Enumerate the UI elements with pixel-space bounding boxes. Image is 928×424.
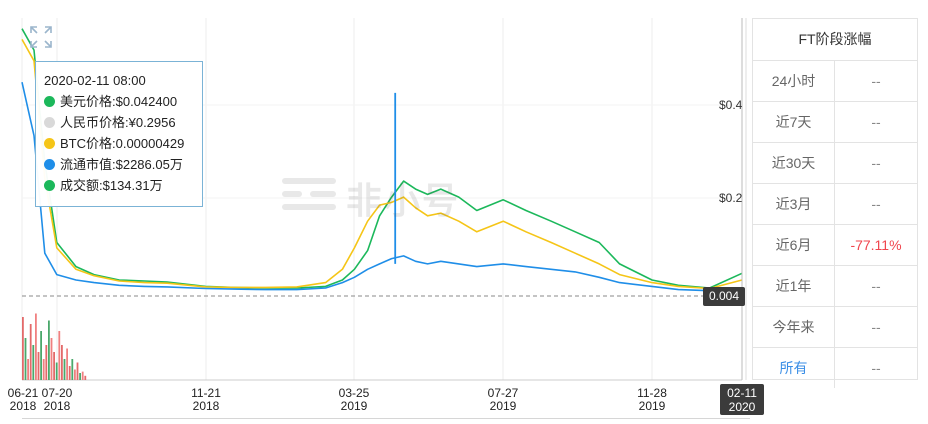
range-value: -- — [871, 278, 881, 294]
volume-bar — [61, 345, 63, 380]
range-change-panel: FT阶段涨幅 24小时 -- 近7天 -- 近30天 -- 近3月 -- 近6月 -77.… — [752, 18, 918, 388]
volume-bar — [40, 331, 42, 380]
range-label[interactable]: 近7天 — [753, 102, 835, 142]
volume-bar — [29, 324, 32, 380]
chart-tooltip: 2020-02-11 08:00 美元价格:$0.042400 人民币价格:¥0… — [35, 61, 203, 207]
tooltip-row: BTC价格:0.00000429 — [44, 133, 194, 154]
volume-bar — [35, 313, 37, 380]
tooltip-row: 流通市值:$2286.05万 — [44, 154, 194, 175]
range-value: -- — [871, 196, 881, 212]
legend-dot-icon — [44, 138, 55, 149]
range-label[interactable]: 近1年 — [753, 266, 835, 306]
range-row-7d[interactable]: 近7天 -- — [753, 102, 917, 143]
x-tick-label: 03-25 2019 — [338, 386, 370, 413]
y-tick-label: $0.4 — [719, 98, 743, 112]
legend-dot-icon — [44, 117, 55, 128]
volume-bar — [68, 366, 71, 380]
current-date-badge: 02-11 2020 — [720, 384, 764, 415]
tooltip-usd-price: 美元价格:$0.042400 — [60, 94, 178, 109]
y-tick-label: $0.2 — [719, 191, 743, 205]
range-label[interactable]: 今年来 — [753, 307, 835, 347]
range-scroll-strip[interactable] — [22, 418, 750, 424]
range-label[interactable]: 近3月 — [753, 184, 835, 224]
tooltip-row: 美元价格:$0.042400 — [44, 91, 194, 112]
range-label[interactable]: 近6月 — [753, 225, 835, 265]
expand-icon[interactable] — [28, 24, 54, 50]
x-tick-label: 11-28 2019 — [637, 386, 667, 413]
volume-bar — [58, 331, 61, 380]
tooltip-cny-price: 人民币价格:¥0.2956 — [60, 115, 176, 130]
range-value: -- — [871, 360, 881, 376]
volume-bar — [66, 348, 68, 380]
range-label[interactable]: 所有 — [753, 348, 835, 388]
range-value: -- — [871, 155, 881, 171]
volume-bar — [55, 362, 58, 380]
legend-dot-icon — [44, 96, 55, 107]
x-tick-label: 06-21 2018 — [7, 386, 39, 413]
volume-bar — [45, 345, 48, 380]
volume-bar — [81, 371, 84, 380]
range-row-1y[interactable]: 近1年 -- — [753, 266, 917, 307]
range-value: -77.11% — [850, 237, 902, 253]
series-line — [21, 28, 743, 289]
tooltip-date: 2020-02-11 08:00 — [44, 73, 146, 88]
volume-bar — [76, 362, 79, 380]
last-value-badge: 0.004 — [703, 287, 745, 306]
volume-bar — [27, 359, 29, 380]
tooltip-btc-price: BTC价格:0.00000429 — [60, 136, 185, 151]
series-line — [21, 39, 743, 290]
volume-bar — [63, 359, 66, 380]
range-label[interactable]: 24小时 — [753, 61, 835, 101]
volume-bar — [42, 359, 45, 380]
range-row-30d[interactable]: 近30天 -- — [753, 143, 917, 184]
volume-bar — [37, 352, 40, 380]
range-row-24h[interactable]: 24小时 -- — [753, 61, 917, 102]
volume-bar — [53, 352, 55, 380]
range-value: -- — [871, 73, 881, 89]
range-row-ytd[interactable]: 今年来 -- — [753, 307, 917, 348]
range-row-all[interactable]: 所有 -- — [753, 348, 917, 388]
x-tick-label: 07-20 2018 — [41, 386, 73, 413]
volume-bar — [24, 338, 27, 380]
legend-dot-icon — [44, 180, 55, 191]
volume-bar — [48, 320, 50, 380]
legend-dot-icon — [44, 159, 55, 170]
volume-bar — [50, 338, 53, 380]
volume-bar — [79, 373, 81, 380]
series-line — [21, 82, 743, 292]
tooltip-market-cap: 流通市值:$2286.05万 — [60, 157, 183, 172]
tooltip-volume: 成交额:$134.31万 — [60, 178, 163, 193]
volume-bar — [84, 375, 87, 380]
tooltip-row: 人民币价格:¥0.2956 — [44, 112, 194, 133]
range-row-3m[interactable]: 近3月 -- — [753, 184, 917, 225]
volume-bar — [32, 345, 35, 380]
price-chart[interactable]: 非小号 2020-02-11 08:00 美元价格:$0.042400 人民币价… — [0, 0, 764, 424]
range-value: -- — [871, 319, 881, 335]
x-tick-label: 07-27 2019 — [487, 386, 519, 413]
tooltip-row: 成交额:$134.31万 — [44, 175, 194, 196]
range-value: -- — [871, 114, 881, 130]
volume-bar — [71, 359, 74, 380]
range-row-6m[interactable]: 近6月 -77.11% — [753, 225, 917, 266]
panel-title: FT阶段涨幅 — [753, 19, 917, 61]
chart-svg — [21, 18, 747, 381]
volume-bar — [22, 317, 24, 380]
range-label[interactable]: 近30天 — [753, 143, 835, 183]
volume-bar — [74, 369, 76, 380]
x-tick-label: 11-21 2018 — [191, 386, 221, 413]
